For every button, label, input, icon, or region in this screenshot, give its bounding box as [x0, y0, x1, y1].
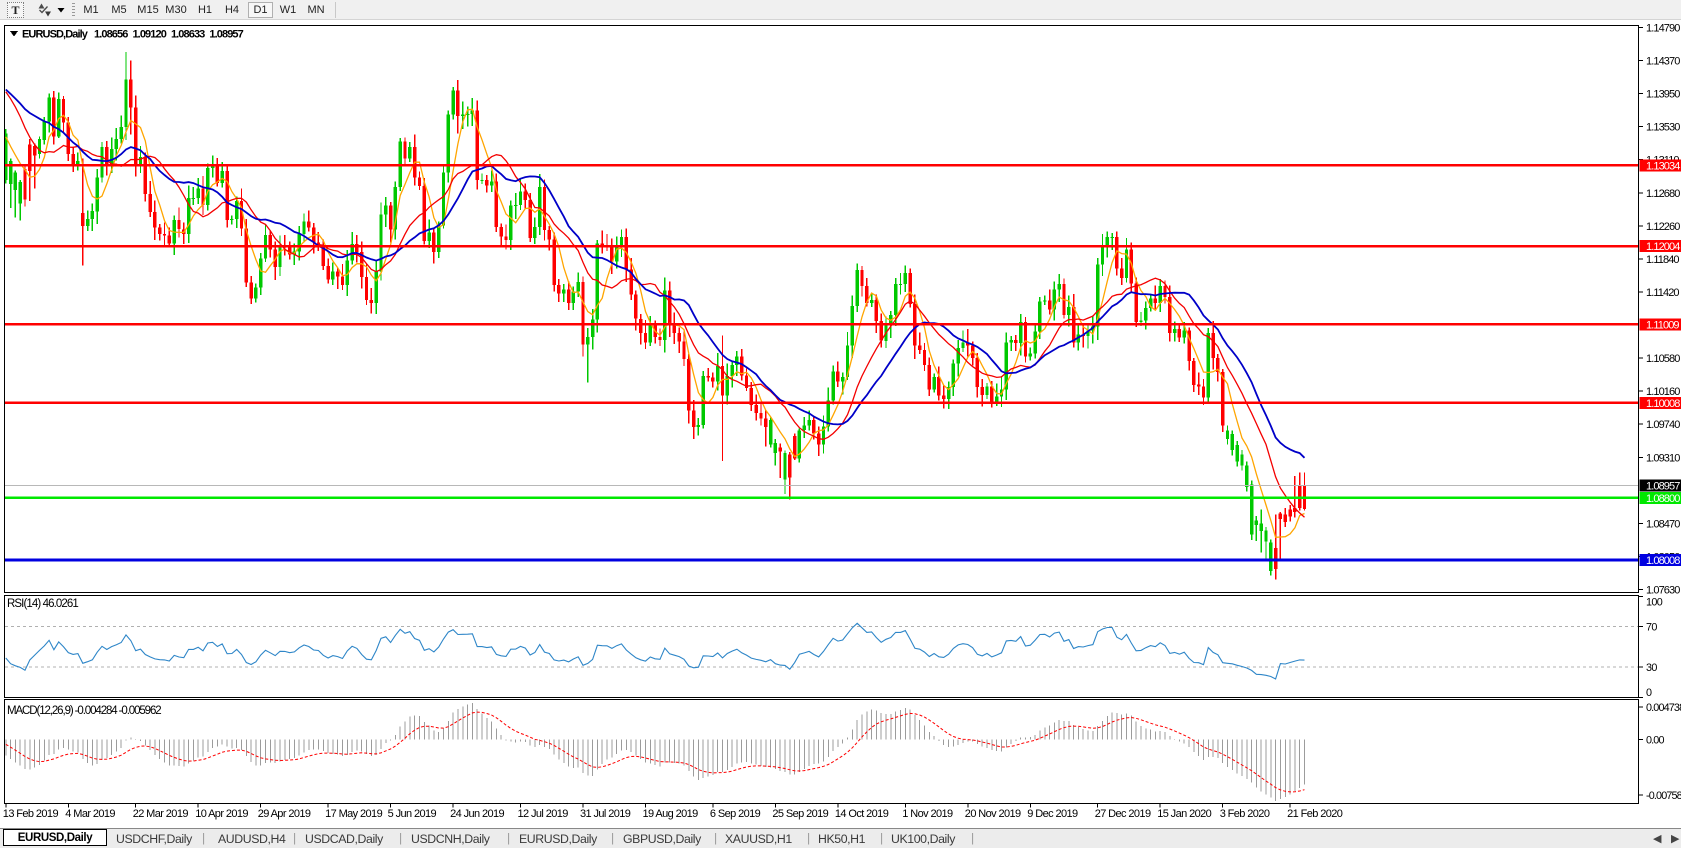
svg-text:14 Oct 2019: 14 Oct 2019	[835, 808, 889, 820]
svg-text:9 Dec 2019: 9 Dec 2019	[1027, 808, 1078, 820]
svg-text:25 Sep 2019: 25 Sep 2019	[772, 808, 828, 820]
svg-text:1.08957: 1.08957	[1646, 480, 1680, 492]
svg-text:31 Jul 2019: 31 Jul 2019	[580, 808, 631, 820]
svg-text:1.14370: 1.14370	[1646, 56, 1680, 68]
svg-text:0.004738: 0.004738	[1646, 702, 1681, 714]
svg-text:-0.007584: -0.007584	[1646, 790, 1681, 802]
svg-text:70: 70	[1646, 622, 1657, 634]
svg-text:13 Feb 2019: 13 Feb 2019	[3, 808, 59, 820]
svg-text:3 Feb 2020: 3 Feb 2020	[1220, 808, 1270, 820]
svg-text:1.13530: 1.13530	[1646, 121, 1680, 133]
svg-text:17 May 2019: 17 May 2019	[325, 808, 382, 820]
svg-text:1.11840: 1.11840	[1646, 254, 1679, 266]
svg-text:1.12680: 1.12680	[1646, 188, 1680, 200]
svg-text:29 Apr 2019: 29 Apr 2019	[258, 808, 311, 820]
svg-text:10 Apr 2019: 10 Apr 2019	[195, 808, 248, 820]
svg-text:1.07630: 1.07630	[1646, 585, 1680, 597]
svg-text:5 Jun 2019: 5 Jun 2019	[388, 808, 437, 820]
svg-text:1.13950: 1.13950	[1646, 88, 1680, 100]
svg-text:RSI(14) 46.0261: RSI(14) 46.0261	[7, 598, 78, 610]
svg-text:22 Mar 2019: 22 Mar 2019	[133, 808, 189, 820]
svg-text:1.12260: 1.12260	[1646, 221, 1680, 233]
svg-text:1.09310: 1.09310	[1646, 453, 1680, 465]
svg-text:30: 30	[1646, 662, 1657, 674]
svg-text:1.13034: 1.13034	[1646, 160, 1680, 172]
svg-text:1.10008: 1.10008	[1646, 398, 1680, 410]
svg-text:1.08470: 1.08470	[1646, 519, 1680, 531]
svg-text:0.00: 0.00	[1646, 735, 1664, 747]
svg-text:21 Feb 2020: 21 Feb 2020	[1287, 808, 1343, 820]
svg-text:27 Dec 2019: 27 Dec 2019	[1095, 808, 1151, 820]
svg-text:1.11009: 1.11009	[1646, 319, 1679, 331]
svg-text:1.11420: 1.11420	[1646, 287, 1679, 299]
svg-text:MACD(12,26,9) -0.004284 -0.005: MACD(12,26,9) -0.004284 -0.005962	[7, 705, 161, 717]
svg-text:19 Aug 2019: 19 Aug 2019	[643, 808, 699, 820]
svg-text:1.10160: 1.10160	[1646, 386, 1680, 398]
svg-text:20 Nov 2019: 20 Nov 2019	[965, 808, 1021, 820]
svg-text:12 Jul 2019: 12 Jul 2019	[518, 808, 569, 820]
svg-text:4 Mar 2019: 4 Mar 2019	[65, 808, 115, 820]
svg-text:1.09740: 1.09740	[1646, 419, 1680, 431]
svg-text:1.10580: 1.10580	[1646, 353, 1680, 365]
svg-text:15 Jan 2020: 15 Jan 2020	[1157, 808, 1211, 820]
svg-text:0: 0	[1646, 687, 1652, 699]
svg-text:1.14790: 1.14790	[1646, 23, 1680, 35]
svg-text:1.12004: 1.12004	[1646, 241, 1680, 253]
svg-text:1 Nov 2019: 1 Nov 2019	[902, 808, 953, 820]
svg-text:6 Sep 2019: 6 Sep 2019	[710, 808, 761, 820]
svg-text:1.08008: 1.08008	[1646, 555, 1680, 567]
svg-text:1.08800: 1.08800	[1646, 493, 1680, 505]
svg-text:24 Jun 2019: 24 Jun 2019	[450, 808, 504, 820]
svg-text:100: 100	[1646, 597, 1663, 609]
